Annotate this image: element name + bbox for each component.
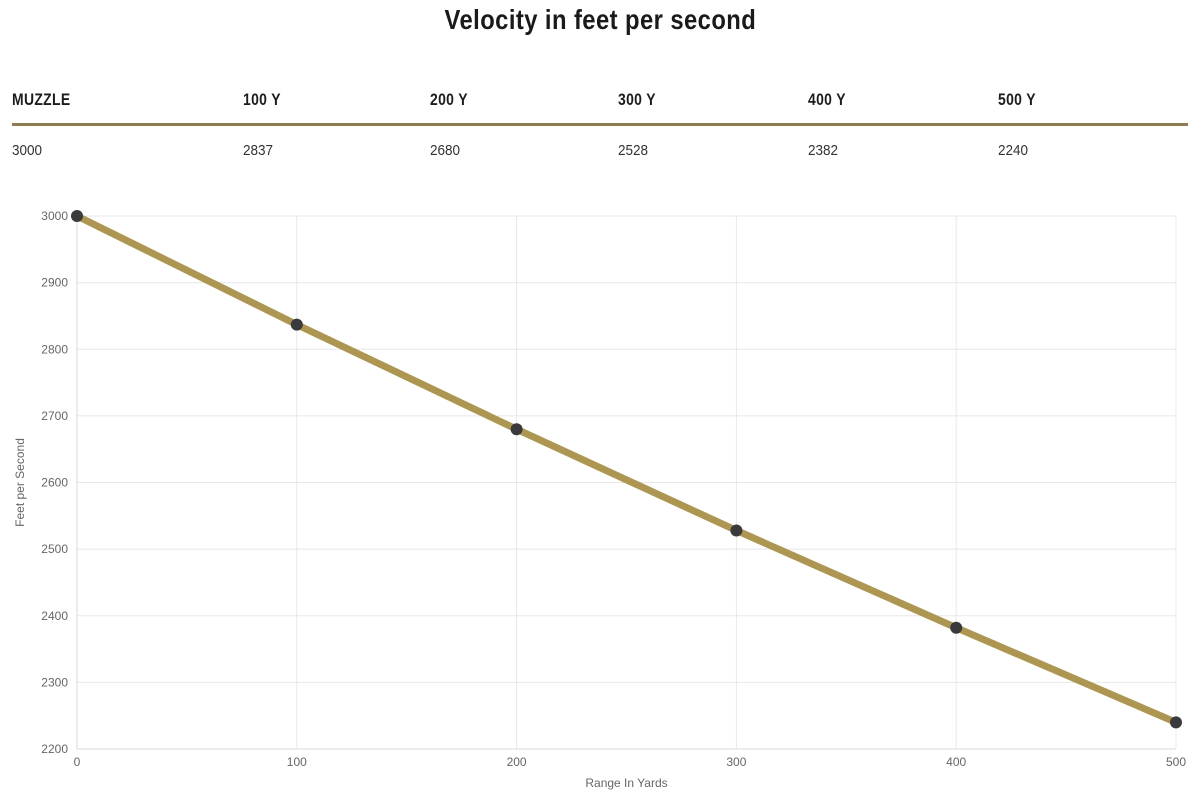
table-value-label: 2528: [618, 142, 649, 159]
data-point[interactable]: [1170, 716, 1182, 729]
y-tick-label: 2300: [41, 675, 68, 689]
velocity-line-chart: 2200 2300 2400 2500 2600 2700 2800 2900 3000 0 100…: [13, 209, 1186, 790]
x-tick-label: 400: [946, 755, 966, 769]
table-header-label: 400 Y: [808, 90, 846, 109]
table-value-label: 2680: [430, 142, 461, 159]
table-value-label: 2837: [243, 142, 274, 159]
table-value-label: 2240: [998, 142, 1029, 159]
x-tick-label: 100: [287, 755, 307, 769]
data-point[interactable]: [950, 621, 963, 634]
page-title-text: Velocity in feet per second: [444, 4, 756, 35]
y-tick-label: 3000: [41, 209, 68, 223]
y-tick-label: 2400: [41, 609, 68, 623]
table-header-200y: 200 Y: [430, 90, 618, 110]
y-tick-label: 2500: [41, 542, 68, 556]
y-tick-label: 2200: [41, 742, 68, 756]
y-axis-title: Feet per Second: [13, 438, 27, 527]
table-value-muzzle: 3000: [12, 142, 243, 160]
table-header-100y: 100 Y: [243, 90, 430, 110]
x-tick-label: 300: [726, 755, 746, 769]
table-header-300y: 300 Y: [618, 90, 808, 110]
data-point[interactable]: [510, 423, 523, 436]
table-header-row: MUZZLE 100 Y 200 Y 300 Y 400 Y 500 Y: [12, 90, 1188, 126]
x-tick-label: 500: [1166, 755, 1186, 769]
velocity-line: [75, 212, 1178, 726]
y-tick-label: 2600: [41, 476, 68, 490]
table-header-label: MUZZLE: [12, 90, 71, 109]
x-tick-label: 200: [507, 755, 527, 769]
table-value-300y: 2528: [618, 142, 808, 160]
data-point[interactable]: [730, 524, 743, 537]
table-value-400y: 2382: [808, 142, 998, 160]
table-value-label: 2382: [808, 142, 839, 159]
velocity-table: MUZZLE 100 Y 200 Y 300 Y 400 Y 500 Y 300…: [12, 90, 1188, 160]
table-value-500y: 2240: [998, 142, 1188, 160]
table-header-label: 200 Y: [430, 90, 468, 109]
table-value-100y: 2837: [243, 142, 430, 160]
y-tick-label: 2800: [41, 342, 68, 356]
table-value-200y: 2680: [430, 142, 618, 160]
data-point[interactable]: [290, 318, 303, 331]
x-axis-title: Range In Yards: [585, 776, 667, 790]
data-point[interactable]: [71, 210, 83, 222]
table-header-400y: 400 Y: [808, 90, 998, 110]
table-values-row: 3000 2837 2680 2528 2382 2240: [12, 126, 1188, 160]
y-tick-label: 2900: [41, 276, 68, 290]
y-tick-label: 2700: [41, 409, 68, 423]
table-header-label: 100 Y: [243, 90, 281, 109]
table-header-label: 500 Y: [998, 90, 1036, 109]
table-header-muzzle: MUZZLE: [12, 90, 243, 110]
x-tick-label: 0: [74, 755, 81, 769]
table-header-500y: 500 Y: [998, 90, 1188, 110]
table-header-label: 300 Y: [618, 90, 656, 109]
page-title: Velocity in feet per second: [0, 4, 1200, 36]
table-value-label: 3000: [12, 142, 43, 159]
